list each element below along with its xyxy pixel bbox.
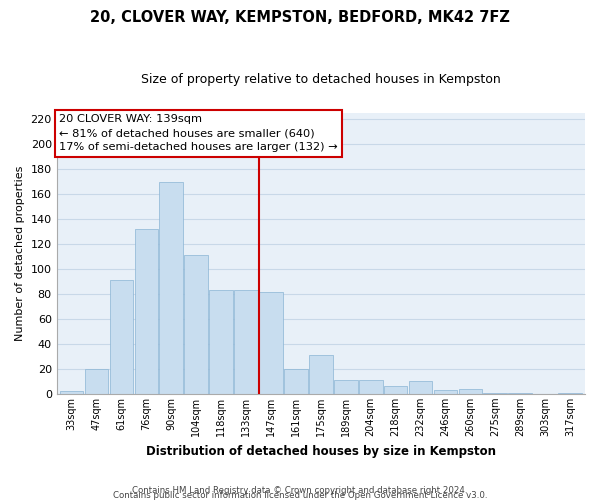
Bar bbox=[558, 392, 582, 394]
Bar bbox=[334, 380, 358, 394]
Bar bbox=[110, 280, 133, 394]
Text: Contains public sector information licensed under the Open Government Licence v3: Contains public sector information licen… bbox=[113, 490, 487, 500]
Bar bbox=[134, 229, 158, 394]
Bar bbox=[384, 386, 407, 394]
Bar bbox=[259, 292, 283, 394]
Bar bbox=[458, 389, 482, 394]
Bar bbox=[160, 182, 183, 394]
Text: 20, CLOVER WAY, KEMPSTON, BEDFORD, MK42 7FZ: 20, CLOVER WAY, KEMPSTON, BEDFORD, MK42 … bbox=[90, 10, 510, 25]
X-axis label: Distribution of detached houses by size in Kempston: Distribution of detached houses by size … bbox=[146, 444, 496, 458]
Bar bbox=[284, 369, 308, 394]
Bar bbox=[184, 256, 208, 394]
Bar bbox=[484, 392, 507, 394]
Text: Contains HM Land Registry data © Crown copyright and database right 2024.: Contains HM Land Registry data © Crown c… bbox=[132, 486, 468, 495]
Bar bbox=[508, 392, 532, 394]
Bar bbox=[60, 392, 83, 394]
Text: 20 CLOVER WAY: 139sqm
← 81% of detached houses are smaller (640)
17% of semi-det: 20 CLOVER WAY: 139sqm ← 81% of detached … bbox=[59, 114, 338, 152]
Bar bbox=[234, 290, 258, 394]
Title: Size of property relative to detached houses in Kempston: Size of property relative to detached ho… bbox=[141, 72, 501, 86]
Bar bbox=[359, 380, 383, 394]
Bar bbox=[309, 355, 332, 394]
Y-axis label: Number of detached properties: Number of detached properties bbox=[15, 166, 25, 341]
Bar bbox=[85, 369, 109, 394]
Bar bbox=[409, 382, 433, 394]
Bar bbox=[209, 290, 233, 394]
Bar bbox=[434, 390, 457, 394]
